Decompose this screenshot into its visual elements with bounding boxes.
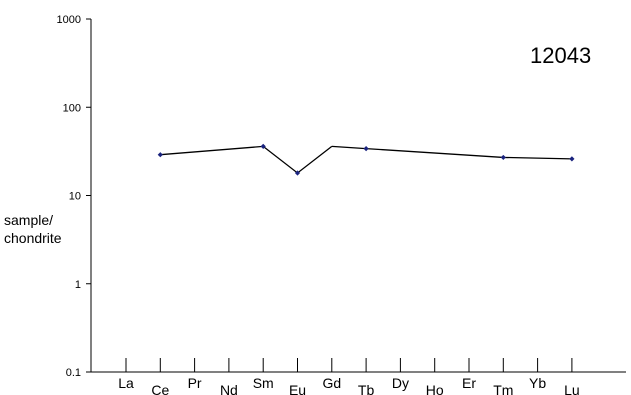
axes — [90, 19, 626, 373]
x-tick-label: Gd — [322, 375, 341, 391]
x-tick-label: Tb — [358, 382, 375, 395]
x-tick-label: La — [118, 375, 134, 391]
x-tick-label: Tm — [493, 382, 513, 395]
data-point — [363, 145, 369, 152]
series-line — [160, 145, 333, 174]
y-tick-label: 10 — [69, 191, 81, 203]
y-axis-label-line: sample/ — [4, 212, 54, 228]
ticks: 0.1 1 10 100 1000 La Ce Pr Nd Sm Eu Gd Tb Dy Ho Er Tm Yb L… — [57, 14, 580, 395]
x-tick-label: Er — [462, 375, 476, 391]
data-point — [260, 143, 266, 150]
x-tick-label: Ho — [426, 382, 444, 395]
x-tick-label: Ce — [151, 382, 169, 395]
x-tick-label: Sm — [253, 375, 274, 391]
y-tick-label: 1 — [75, 279, 81, 291]
data-point — [500, 154, 506, 161]
data-point — [294, 170, 301, 176]
y-tick-label: 0.1 — [66, 367, 81, 379]
series-lines — [160, 145, 572, 174]
series-line — [331, 145, 572, 160]
y-axis-label: sample/ chondrite — [4, 211, 84, 247]
x-tick-label: Lu — [564, 382, 580, 395]
y-axis-label-line: chondrite — [4, 230, 62, 246]
x-tick-label: Dy — [392, 375, 409, 391]
data-point — [569, 156, 575, 162]
y-tick-label: 100 — [63, 102, 81, 114]
x-tick-label: Yb — [529, 375, 546, 391]
x-tick-label: Eu — [289, 382, 306, 395]
y-tick-label: 1000 — [57, 14, 81, 26]
data-points — [157, 143, 575, 176]
x-tick-label: Nd — [220, 382, 238, 395]
chart-title: 12043 — [530, 43, 591, 68]
data-point — [157, 152, 163, 158]
x-tick-label: Pr — [188, 375, 202, 391]
